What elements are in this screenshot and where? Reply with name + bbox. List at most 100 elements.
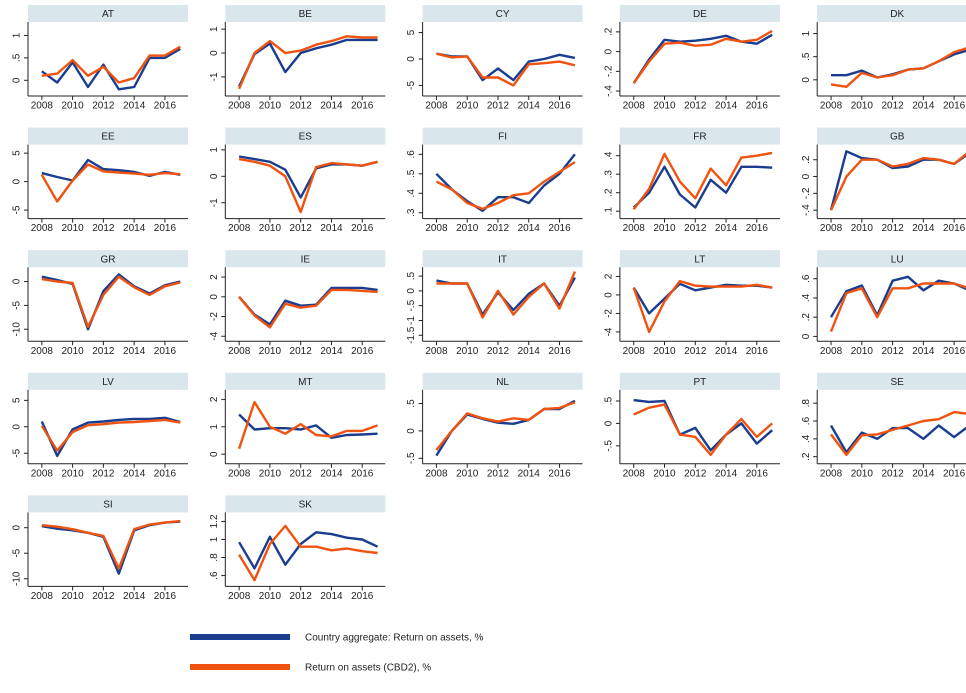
x-tick-label: 2016 <box>943 101 966 112</box>
x-tick-label: 2010 <box>456 223 479 234</box>
x-tick-label: 2014 <box>320 101 343 112</box>
x-tick-label: 2012 <box>881 346 904 357</box>
x-tick-label: 2012 <box>92 223 115 234</box>
y-tick-label: -5 <box>406 81 417 90</box>
x-tick-label: 2016 <box>351 101 374 112</box>
x-tick-label: 2010 <box>259 101 282 112</box>
x-tick-label: 2014 <box>518 101 541 112</box>
x-tick-label: 2014 <box>715 223 738 234</box>
y-tick-label: 1 <box>801 30 812 36</box>
x-tick-label: 2012 <box>290 591 313 602</box>
y-tick-label: 0 <box>406 428 417 434</box>
y-tick-label: 0 <box>12 178 23 184</box>
y-tick-label: -5 <box>12 548 23 557</box>
x-tick-label: 2010 <box>851 223 874 234</box>
panel-title: EE <box>101 132 115 143</box>
x-tick-label: 2012 <box>487 346 510 357</box>
y-tick-label: .8 <box>801 399 812 408</box>
x-tick-label: 2010 <box>653 101 676 112</box>
panel-strip <box>28 495 188 513</box>
series-line <box>238 157 378 214</box>
y-tick-label: 1 <box>209 147 220 153</box>
y-tick-label: .1 <box>604 207 615 216</box>
series-line <box>632 151 773 211</box>
x-tick-label: 2008 <box>31 468 54 479</box>
x-tick-label: 2008 <box>820 101 843 112</box>
series-line <box>435 401 576 451</box>
x-tick-label: 2012 <box>290 101 313 112</box>
panel-title: FR <box>693 132 706 143</box>
x-tick-label: 2010 <box>61 101 84 112</box>
y-tick-label: .6 <box>801 274 812 283</box>
series-line <box>237 35 378 90</box>
x-tick-label: 2014 <box>123 468 146 479</box>
x-tick-label: 2016 <box>746 468 769 479</box>
x-tick-label: 2010 <box>653 468 676 479</box>
y-tick-label: 0 <box>604 420 615 426</box>
x-tick-label: 2008 <box>623 223 646 234</box>
x-tick-label: 2012 <box>881 223 904 234</box>
x-tick-label: 2010 <box>61 591 84 602</box>
x-tick-label: 2008 <box>425 223 448 234</box>
y-tick-label: 0 <box>604 48 615 54</box>
x-tick-label: 2014 <box>320 591 343 602</box>
y-tick-label: -2 <box>604 309 615 318</box>
y-tick-label: -.2 <box>801 187 812 199</box>
x-tick-label: 2010 <box>259 591 282 602</box>
y-tick-label: -5 <box>12 301 23 310</box>
y-tick-label: 0 <box>801 173 812 179</box>
series-line <box>830 410 966 457</box>
x-tick-label: 2016 <box>943 223 966 234</box>
panel-title: NL <box>496 377 509 388</box>
y-tick-label: .4 <box>604 151 615 160</box>
series-line <box>829 150 966 211</box>
x-tick-label: 2016 <box>746 346 769 357</box>
x-tick-label: 2012 <box>487 101 510 112</box>
x-tick-label: 2012 <box>684 101 707 112</box>
series-line <box>632 29 773 84</box>
x-tick-label: 2008 <box>228 101 251 112</box>
x-tick-label: 2010 <box>259 468 282 479</box>
x-tick-label: 2012 <box>881 468 904 479</box>
y-tick-label: 0 <box>12 524 23 530</box>
x-tick-label: 2010 <box>61 468 84 479</box>
panel-strip <box>225 127 386 145</box>
x-tick-label: 2016 <box>351 223 374 234</box>
y-tick-label: .5 <box>604 396 615 405</box>
series-line <box>829 152 966 211</box>
series-line <box>435 161 576 211</box>
series-line <box>40 418 181 452</box>
y-tick-label: 0 <box>209 294 220 300</box>
panel-strip <box>817 5 966 22</box>
x-tick-label: 2012 <box>92 591 115 602</box>
y-tick-label: 0 <box>12 424 23 430</box>
y-tick-label: 1 <box>209 26 220 32</box>
panel-title: FI <box>498 132 507 143</box>
x-tick-label: 2010 <box>851 346 874 357</box>
y-tick-label: -4 <box>209 331 220 340</box>
panel-strip <box>619 372 780 390</box>
x-tick-label: 2008 <box>425 468 448 479</box>
series-line <box>829 275 966 318</box>
x-tick-label: 2016 <box>746 101 769 112</box>
x-tick-label: 2008 <box>228 223 251 234</box>
panel-title: GR <box>101 254 116 265</box>
y-tick-label: .2 <box>604 188 615 197</box>
series-line <box>830 47 966 88</box>
y-tick-label: .5 <box>406 169 417 178</box>
series-line <box>436 52 576 87</box>
series-line <box>238 286 378 326</box>
series-line <box>436 271 577 319</box>
y-tick-label: 0 <box>604 292 615 298</box>
panel-strip <box>422 127 583 145</box>
panel-title: GB <box>890 132 905 143</box>
series-line <box>633 398 773 452</box>
x-tick-label: 2016 <box>548 468 571 479</box>
panel-title: IT <box>498 254 507 265</box>
y-tick-label: -1 <box>209 198 220 207</box>
y-tick-label: 2 <box>604 273 615 279</box>
x-tick-label: 2012 <box>290 223 313 234</box>
x-tick-label: 2010 <box>259 223 282 234</box>
series-line <box>40 163 181 203</box>
